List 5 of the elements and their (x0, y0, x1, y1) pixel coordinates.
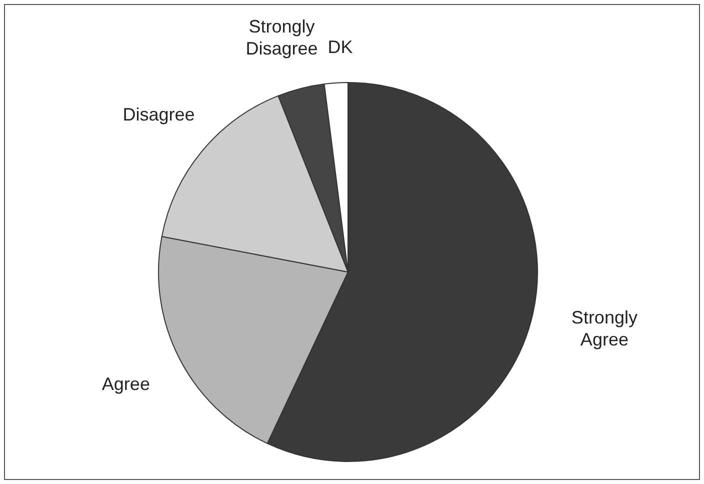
slice-label: Disagree (122, 104, 195, 124)
slice-label: DK (328, 37, 353, 58)
slice-label: Strongly Agree (571, 307, 638, 350)
slice-label: Strongly Disagree (246, 16, 318, 59)
slice-label: Agree (102, 374, 150, 394)
